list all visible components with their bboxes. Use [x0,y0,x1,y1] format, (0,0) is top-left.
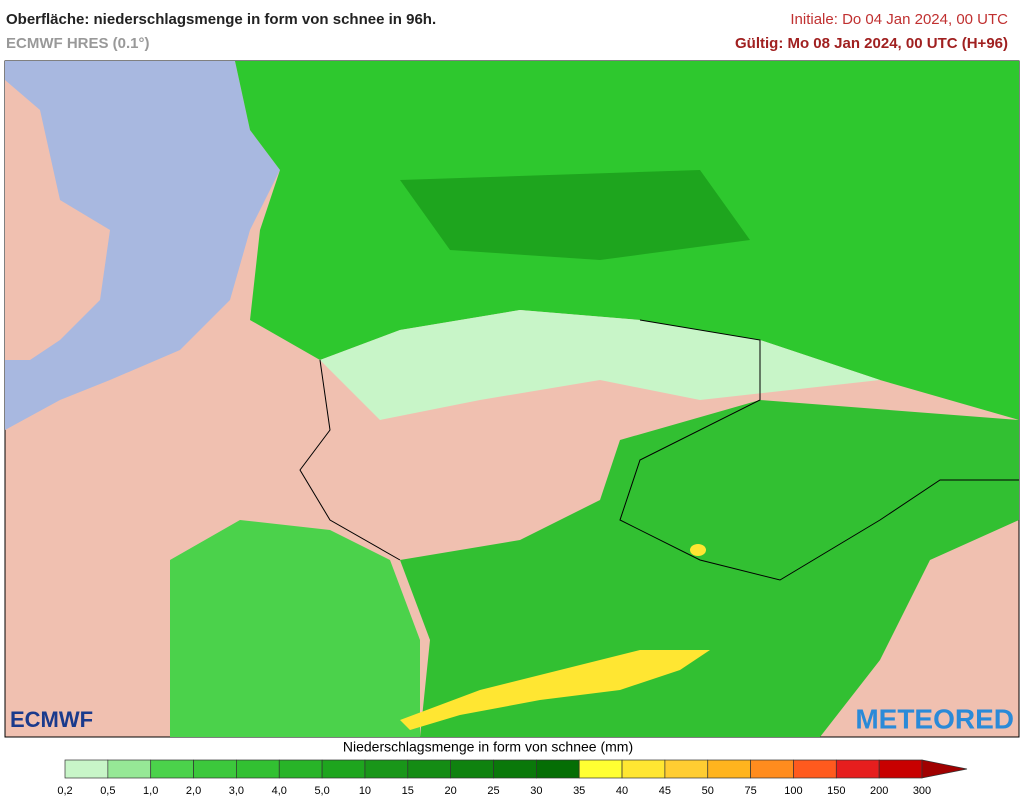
legend-label: 300 [913,785,931,797]
legend-title: Niederschlagsmenge in form von schnee (m… [343,739,633,755]
legend-swatch [793,759,837,779]
legend-swatch [750,759,794,779]
snow-southwest [170,520,420,737]
legend-swatch [64,759,109,779]
legend-swatch [578,759,623,779]
legend-label: 20 [445,785,457,797]
legend-label: 50 [702,785,714,797]
legend-label: 2,0 [186,785,201,797]
legend-swatch [535,759,580,779]
legend-label: 25 [487,785,499,797]
legend-swatch [236,759,280,779]
legend-swatch [450,759,494,779]
legend-label: 0,2 [57,785,72,797]
ecmwf-logo: ECMWF [10,707,93,732]
legend-swatch [878,759,923,779]
map [4,60,1020,738]
snow-core [400,170,750,260]
legend-label: 0,5 [100,785,115,797]
legend-label: 10 [359,785,371,797]
legend-label: 3,0 [229,785,244,797]
sea [5,61,280,430]
legend-label: 200 [870,785,888,797]
legend-label: 30 [530,785,542,797]
legend-label: 15 [402,785,414,797]
meteored-logo: METEORED [855,703,1014,734]
legend-label: 1,0 [143,785,158,797]
legend-label: 40 [616,785,628,797]
legend-arrow [921,759,968,779]
snow-peak [690,544,706,556]
valid-time: Gültig: Mo 08 Jan 2024, 00 UTC (H+96) [735,35,1008,52]
snow-light [320,310,880,420]
legend-label: 35 [573,785,585,797]
legend-label: 45 [659,785,671,797]
legend-label: 4,0 [272,785,287,797]
init-time: Initiale: Do 04 Jan 2024, 00 UTC [790,11,1008,28]
legend-label: 100 [784,785,802,797]
legend-swatch [364,759,409,779]
legend-swatch [278,759,323,779]
legend-label: 150 [827,785,845,797]
snow-south [400,400,1019,737]
legend-label: 5,0 [314,785,329,797]
legend-swatch [664,759,709,779]
legend-swatch [621,759,666,779]
border [299,319,1019,581]
legend-swatch [835,759,880,779]
legend-swatch [707,759,751,779]
england [5,80,110,360]
legend-swatch [407,759,451,779]
snow-alps [400,650,710,730]
legend: 0,2 0,5 1,0 2,0 3,0 4,0 5,0 10 15 20 25 30 35 40 45 50 7… [57,759,968,797]
legend-swatch [193,759,237,779]
model: ECMWF HRES (0.1°) [6,35,150,52]
legend-swatch [107,759,152,779]
legend-swatch [150,759,194,779]
title: Oberfläche: niederschlagsmenge in form v… [6,11,436,28]
legend-swatch [321,759,366,779]
legend-swatch [493,759,537,779]
legend-label: 75 [744,785,756,797]
